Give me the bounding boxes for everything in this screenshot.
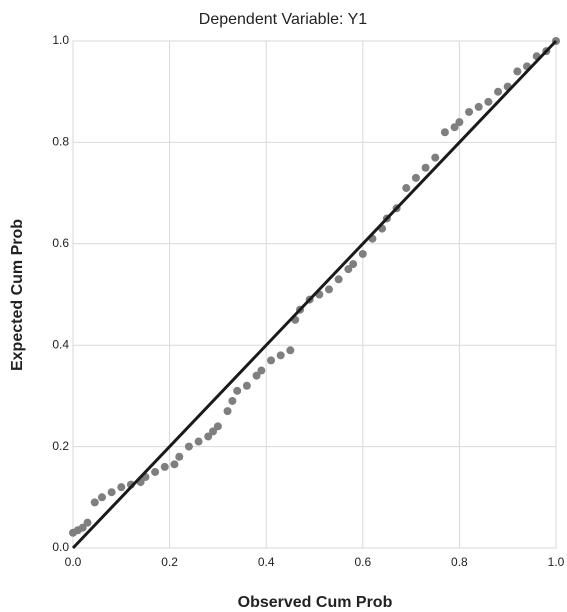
y-tick-label: 0.8	[52, 135, 69, 149]
y-tick-label: 0.0	[52, 540, 69, 554]
point	[431, 154, 439, 162]
x-tick-label: 1.0	[548, 555, 565, 569]
point	[83, 519, 91, 527]
point	[233, 387, 241, 395]
chart: Dependent Variable: Y1 Observed Cum Prob…	[0, 0, 567, 612]
point	[185, 443, 193, 451]
x-tick-label: 0.2	[161, 555, 178, 569]
point	[117, 483, 125, 491]
point	[402, 184, 410, 192]
y-tick-label: 0.4	[52, 337, 69, 351]
x-tick-label: 0.0	[65, 555, 82, 569]
point	[98, 493, 106, 501]
y-tick-label: 1.0	[52, 33, 69, 47]
point	[267, 356, 275, 364]
point	[228, 397, 236, 405]
point	[325, 285, 333, 293]
point	[349, 260, 357, 268]
x-axis-title: Observed Cum Prob	[238, 594, 393, 611]
point	[161, 463, 169, 471]
point	[214, 422, 222, 430]
point	[175, 453, 183, 461]
chart-title: Dependent Variable: Y1	[199, 11, 368, 28]
point	[286, 346, 294, 354]
point	[170, 460, 178, 468]
point	[455, 118, 463, 126]
point	[475, 103, 483, 111]
y-tick-label: 0.2	[52, 439, 69, 453]
point	[151, 468, 159, 476]
point	[257, 367, 265, 375]
point	[224, 407, 232, 415]
point	[484, 98, 492, 106]
point	[108, 488, 116, 496]
y-axis-title: Expected Cum Prob	[9, 219, 26, 371]
point	[91, 498, 99, 506]
point	[513, 67, 521, 75]
x-tick-label: 0.8	[451, 555, 468, 569]
point	[441, 128, 449, 136]
x-tick-label: 0.4	[258, 555, 275, 569]
point	[335, 275, 343, 283]
reference-line	[73, 41, 556, 548]
x-tick-label: 0.6	[354, 555, 371, 569]
y-tick-label: 0.6	[52, 236, 69, 250]
point	[422, 164, 430, 172]
point	[243, 382, 251, 390]
point	[277, 351, 285, 359]
point	[465, 108, 473, 116]
point	[494, 88, 502, 96]
point	[412, 174, 420, 182]
point	[195, 438, 203, 446]
point	[359, 250, 367, 258]
